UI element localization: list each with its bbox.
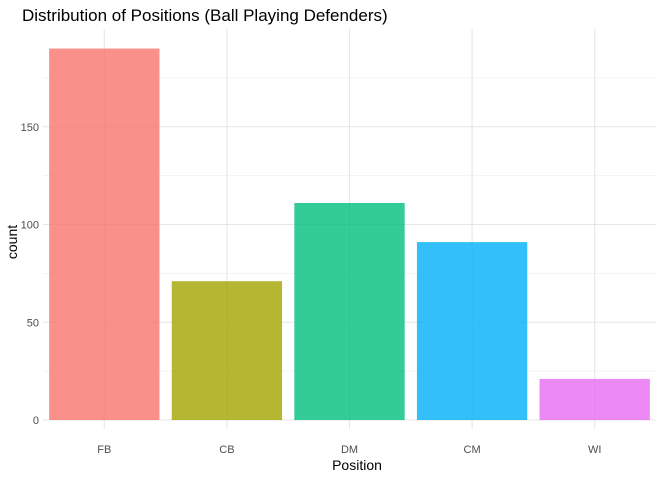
bar-cm xyxy=(416,242,528,420)
x-tick-label: WI xyxy=(588,444,601,456)
x-tick-label: FB xyxy=(97,444,111,456)
y-axis-title: count xyxy=(4,225,20,259)
bar-cb xyxy=(171,281,283,420)
bar-wi xyxy=(539,378,650,420)
bars xyxy=(49,48,650,421)
bar-fb xyxy=(49,48,160,421)
y-tick-label: 0 xyxy=(33,415,39,427)
y-axis-ticks: 0 50 100 150 xyxy=(21,122,39,427)
x-tick-label: DM xyxy=(341,444,358,456)
bar-dm xyxy=(294,202,405,420)
chart-title: Distribution of Positions (Ball Playing … xyxy=(22,6,388,25)
x-tick-label: CB xyxy=(219,444,234,456)
x-tick-label: CM xyxy=(464,444,481,456)
x-axis-ticks: FB CB DM CM WI xyxy=(97,444,601,456)
x-axis-title: Position xyxy=(332,457,382,473)
y-tick-label: 100 xyxy=(21,220,39,232)
y-tick-label: 150 xyxy=(21,122,39,134)
y-tick-label: 50 xyxy=(27,317,39,329)
